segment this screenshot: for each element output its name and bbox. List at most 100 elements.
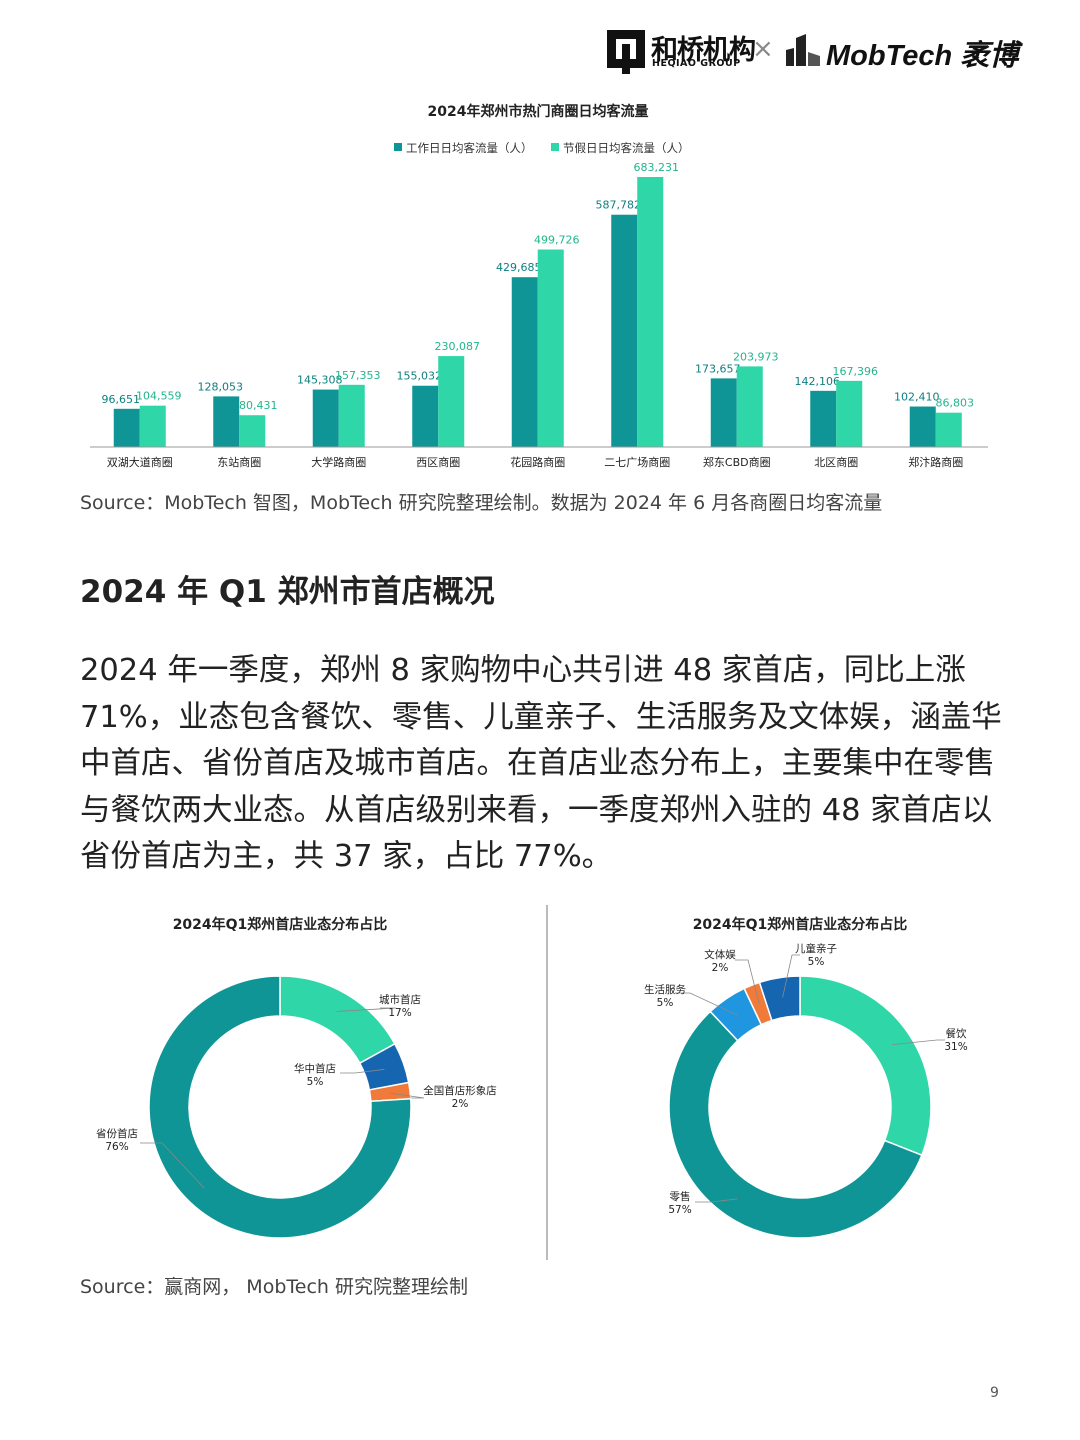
donut2-leader-1	[695, 1198, 738, 1203]
bar-holiday-4	[537, 249, 564, 447]
donut2-label-name-4: 儿童亲子	[795, 942, 837, 955]
mobtech-logo-text: MobTech 袤博	[826, 40, 1019, 72]
donut2-slice-1	[668, 1010, 923, 1239]
donut1-label-name-1: 华中首店	[294, 1062, 336, 1075]
bar-holiday-2	[338, 384, 365, 447]
x-tick-label-1: 东站商圈	[217, 455, 261, 469]
donut1-slice-3	[148, 975, 412, 1239]
donut1-label-name-0: 城市首店	[379, 993, 421, 1006]
donut2-leader-3	[735, 959, 760, 1004]
donut1-title: 2024年Q1郑州首店业态分布占比	[173, 916, 388, 933]
bar-label-weekday-2: 145,308	[297, 374, 343, 387]
mobtech-logo-mark-icon	[786, 34, 820, 66]
bar-label-holiday-0: 104,559	[136, 390, 182, 403]
bar-chart-source: Source：MobTech 智图，MobTech 研究院整理绘制。数据为 20…	[80, 492, 883, 514]
donut2-label-name-1: 零售	[670, 1190, 691, 1203]
page-number: 9	[990, 1385, 999, 1401]
bar-weekday-0	[113, 408, 140, 447]
bar-label-weekday-1: 128,053	[198, 380, 244, 393]
bar-label-weekday-3: 155,032	[397, 370, 443, 383]
donut2-label-value-3: 2%	[712, 962, 729, 974]
bar-holiday-0	[139, 405, 166, 447]
donut2-slice-4	[758, 975, 801, 1022]
donut1-leader-0	[336, 1007, 397, 1012]
donut1-leader-1	[340, 1069, 385, 1074]
bar-chart: 2024年郑州市热门商圈日均客流量 工作日日均客流量（人） 节假日日均客流量（人…	[90, 103, 988, 469]
x-tick-label-8: 郑汴路商圈	[908, 455, 963, 469]
bar-label-holiday-5: 683,231	[634, 161, 680, 174]
body-paragraph: 2024 年一季度，郑州 8 家购物中心共引进 48 家首店，同比上涨 71%，…	[80, 653, 1002, 874]
legend-label-weekday: 工作日日均客流量（人）	[406, 141, 533, 155]
donut2-title: 2024年Q1郑州首店业态分布占比	[693, 916, 908, 933]
heqiao-logo-cn: 和桥机构	[651, 35, 756, 66]
donut1-label-name-3: 省份首店	[96, 1127, 138, 1140]
mobtech-logo: MobTech 袤博	[784, 30, 1018, 72]
donut2-leader-4	[782, 954, 800, 998]
donut1-leader-2	[390, 1092, 425, 1099]
x-tick-label-6: 郑东CBD商圈	[703, 455, 771, 469]
vertical-divider	[546, 905, 548, 1260]
x-tick-label-0: 双湖大道商圈	[107, 455, 173, 469]
bar-label-weekday-7: 142,106	[795, 375, 841, 388]
bar-holiday-7	[836, 380, 863, 447]
bar-label-weekday-8: 102,410	[894, 391, 940, 404]
x-tick-label-4: 花园路商圈	[510, 455, 565, 469]
bar-holiday-1	[239, 415, 266, 447]
bar-weekday-1	[213, 396, 240, 447]
bar-weekday-4	[511, 277, 538, 447]
bar-chart-legend: 工作日日均客流量（人） 节假日日均客流量（人）	[394, 141, 690, 155]
donut2-leader-2	[675, 992, 738, 1016]
donut2-label-name-0: 餐饮	[946, 1027, 967, 1040]
donut2-label-value-4: 5%	[808, 956, 825, 968]
section-title: 2024 年 Q1 郑州市首店概况	[80, 574, 495, 610]
bar-label-holiday-1: 80,431	[239, 399, 278, 412]
donut1-label-value-0: 17%	[388, 1007, 411, 1019]
donut1-label-value-1: 5%	[307, 1076, 324, 1088]
logo-separator: ×	[752, 34, 774, 64]
bar-label-weekday-4: 429,685	[496, 261, 542, 274]
donut2-label-value-0: 31%	[944, 1041, 967, 1053]
bar-holiday-6	[736, 366, 763, 447]
donut-chart-store-format: 2024年Q1郑州首店业态分布占比 餐饮31%零售57%生活服务5%文体娱2%儿…	[644, 916, 968, 1239]
heqiao-logo-mark-icon	[607, 30, 645, 74]
bar-weekday-2	[312, 389, 339, 447]
x-tick-label-3: 西区商圈	[416, 455, 460, 469]
donut2-slice-0	[799, 975, 932, 1157]
heqiao-logo-en: HEQIAO GROUP	[652, 58, 741, 69]
bar-weekday-8	[909, 406, 936, 447]
bar-holiday-5	[637, 177, 664, 447]
donut1-label-value-3: 76%	[105, 1141, 128, 1153]
bar-weekday-5	[611, 214, 638, 447]
bar-label-holiday-8: 86,803	[936, 397, 975, 410]
donut2-label-value-2: 5%	[657, 997, 674, 1009]
legend-label-holiday: 节假日日均客流量（人）	[563, 141, 690, 155]
bar-weekday-7	[810, 390, 837, 447]
bar-label-weekday-6: 173,657	[695, 362, 741, 375]
legend-swatch-holiday	[551, 143, 559, 151]
donut2-label-name-2: 生活服务	[644, 983, 686, 996]
x-tick-label-7: 北区商圈	[814, 455, 858, 469]
legend-swatch-weekday	[394, 143, 402, 151]
bar-label-holiday-7: 167,396	[833, 365, 879, 378]
donut1-label-name-2: 全国首店形象店	[423, 1084, 497, 1097]
bar-weekday-3	[412, 385, 439, 447]
x-tick-label-2: 大学路商圈	[311, 455, 366, 469]
donut1-label-value-2: 2%	[452, 1098, 469, 1110]
bar-label-holiday-3: 230,087	[435, 340, 481, 353]
donut1-slice-0	[279, 975, 396, 1065]
bar-label-holiday-4: 499,726	[534, 234, 580, 247]
bar-holiday-3	[438, 356, 465, 447]
donut1-leader-3	[140, 1142, 205, 1189]
donut2-leader-0	[891, 1039, 945, 1046]
bar-weekday-6	[710, 378, 737, 447]
x-tick-label-5: 二七广场商圈	[604, 455, 670, 469]
bar-label-holiday-2: 157,353	[335, 369, 381, 382]
donut2-label-value-1: 57%	[668, 1204, 691, 1216]
bar-chart-title: 2024年郑州市热门商圈日均客流量	[428, 103, 649, 120]
donut-chart-source: Source：赢商网， MobTech 研究院整理绘制	[80, 1276, 468, 1298]
bar-label-weekday-0: 96,651	[102, 393, 141, 406]
